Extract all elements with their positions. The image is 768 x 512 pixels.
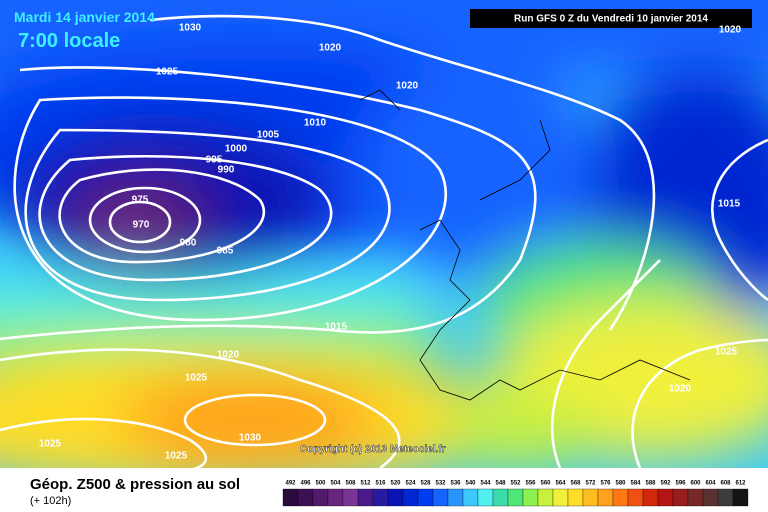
- colorbar-swatch: [657, 488, 674, 507]
- colorbar-swatch: [312, 488, 329, 507]
- isobar-label: 1000: [225, 144, 248, 155]
- isobar-label: 1020: [669, 384, 692, 395]
- colorbar-swatch: [372, 488, 389, 507]
- isobar-label: 1025: [165, 451, 188, 462]
- run: Run GFS 0 Z du Vendredi 10 janvier 2014: [514, 14, 708, 25]
- colorbar-label: 528: [420, 481, 431, 487]
- colorbar-swatch: [297, 488, 314, 507]
- isobar-label: 1030: [239, 433, 262, 444]
- colorbar-swatch: [357, 488, 374, 507]
- colorbar-swatch: [477, 488, 494, 507]
- colorbar-label: 564: [555, 481, 566, 487]
- field: [0, 0, 768, 468]
- colorbar-swatch: [687, 488, 704, 507]
- colorbar-swatch: [717, 488, 734, 507]
- colorbar-label: 520: [390, 481, 401, 487]
- isobar-label: 1020: [217, 350, 240, 361]
- colorbar-label: 600: [690, 481, 701, 487]
- colorbar-label: 572: [585, 481, 596, 487]
- isobar-label: 1030: [179, 23, 202, 34]
- isobar-label: 990: [218, 165, 235, 176]
- isobar-label: 980: [180, 238, 197, 249]
- footer-title: Géop. Z500 & pression au sol: [30, 476, 240, 493]
- copyright: Copyright (c) 2013 Meteociel.fr: [300, 444, 446, 455]
- colorbar-label: 548: [495, 481, 506, 487]
- colorbar-swatch: [627, 488, 644, 507]
- colorbar-label: 560: [540, 481, 551, 487]
- colorbar-label: 524: [405, 481, 416, 487]
- colorbar-label: 504: [330, 481, 341, 487]
- isobar-label: 1025: [715, 347, 738, 358]
- time: 7:00 locale: [18, 30, 120, 52]
- colorbar-swatch: [327, 488, 344, 507]
- colorbar-label: 608: [720, 481, 731, 487]
- isobar-label: 1010: [304, 118, 327, 129]
- colorbar-swatch: [402, 488, 419, 507]
- colorbar-label: 540: [465, 481, 476, 487]
- colorbar-swatch: [672, 488, 689, 507]
- colorbar-swatch: [462, 488, 479, 507]
- colorbar-swatch: [597, 488, 614, 507]
- colorbar-label: 536: [450, 481, 461, 487]
- isobar-label: 975: [132, 195, 149, 206]
- isobars: [0, 14, 768, 468]
- colorbar-label: 576: [600, 481, 611, 487]
- colorbar-label: 532: [435, 481, 446, 487]
- colorbar-label: 500: [315, 481, 326, 487]
- colorbar-label: 496: [300, 481, 311, 487]
- isobar-label: 1020: [396, 81, 419, 92]
- isobar-label: 985: [217, 246, 234, 257]
- colorbar-swatch: [522, 488, 539, 507]
- colorbar-swatch: [702, 488, 719, 507]
- colorbar-label: 596: [675, 481, 686, 487]
- colorbar-label: 588: [645, 481, 656, 487]
- colorbar-swatch: [642, 488, 659, 507]
- isobar-label: 1025: [185, 373, 208, 384]
- colorbar-swatch: [612, 488, 629, 507]
- colorbar-label: 556: [525, 481, 536, 487]
- colorbar-swatch: [492, 488, 509, 507]
- colorbar-label: 584: [630, 481, 641, 487]
- colorbar-swatch: [552, 488, 569, 507]
- colorbar-label: 544: [480, 481, 491, 487]
- colorbar-swatch: [432, 488, 449, 507]
- colorbar-swatch: [507, 488, 524, 507]
- colorbar-swatch: [417, 488, 434, 507]
- colorbar-swatch: [342, 488, 359, 507]
- colorbar-swatch: [447, 488, 464, 507]
- isobar-label: 1025: [156, 67, 179, 78]
- isobar-label: 1020: [319, 43, 342, 54]
- colorbar-swatch: [732, 488, 749, 507]
- colorbar-label: 568: [570, 481, 581, 487]
- colorbar-label: 508: [345, 481, 356, 487]
- colorbar-label: 552: [510, 481, 521, 487]
- colorbar-swatch: [537, 488, 554, 507]
- date: Mardi 14 janvier 2014: [14, 9, 155, 25]
- lead-time: (+ 102h): [30, 495, 71, 507]
- colorbar-label: 580: [615, 481, 626, 487]
- isobar-label: 1015: [325, 322, 348, 333]
- isobar-label: 1025: [39, 439, 62, 450]
- colorbar-label: 492: [285, 481, 296, 487]
- colorbar-label: 612: [735, 481, 746, 487]
- colorbar-label: 604: [705, 481, 716, 487]
- isobar-label: 1020: [719, 25, 742, 36]
- colorbar-swatch: [567, 488, 584, 507]
- colorbar-label: 592: [660, 481, 671, 487]
- isobar-label: 970: [133, 220, 150, 231]
- colorbar-swatch: [387, 488, 404, 507]
- isobar-label: 995: [206, 155, 223, 166]
- isobar-label: 1005: [257, 130, 280, 141]
- colorbar-swatch: [282, 488, 299, 507]
- isobar-label: 1015: [718, 199, 741, 210]
- colorbar-label: 512: [360, 481, 371, 487]
- colorbar-label: 516: [375, 481, 386, 487]
- colorbar-swatch: [582, 488, 599, 507]
